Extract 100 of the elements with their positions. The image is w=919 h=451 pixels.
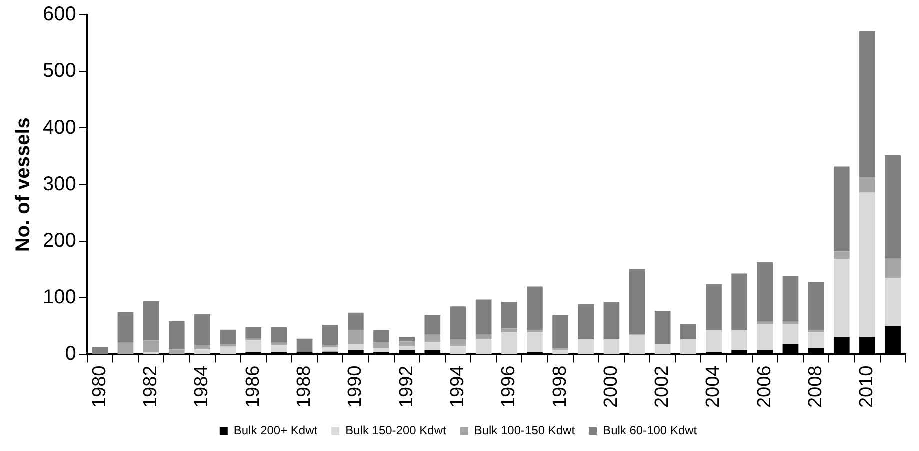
bar bbox=[450, 346, 466, 354]
x-tick-label: 2000 bbox=[600, 366, 622, 408]
bar bbox=[92, 347, 108, 354]
bar bbox=[860, 192, 876, 338]
bar bbox=[782, 324, 799, 344]
bar bbox=[834, 252, 850, 260]
bar bbox=[501, 328, 518, 333]
x-tick-label: 1992 bbox=[396, 366, 418, 408]
x-tick-label: 2002 bbox=[652, 366, 674, 408]
y-tick-label: 200 bbox=[42, 230, 76, 252]
x-tick-label: 1996 bbox=[498, 366, 520, 408]
bar bbox=[885, 278, 901, 326]
x-tick-label: 1986 bbox=[242, 366, 264, 408]
bar bbox=[629, 334, 646, 354]
bar bbox=[246, 328, 262, 339]
bar bbox=[782, 276, 799, 322]
bar bbox=[629, 269, 646, 335]
bar bbox=[168, 350, 185, 354]
bar bbox=[476, 334, 492, 340]
y-axis-title: No. of vessels bbox=[12, 118, 35, 252]
x-tick-label: 2006 bbox=[754, 366, 776, 408]
bar bbox=[732, 274, 748, 330]
bar bbox=[885, 258, 901, 278]
bar bbox=[424, 342, 441, 350]
bar bbox=[706, 330, 722, 352]
bar bbox=[527, 286, 543, 330]
x-tick-label: 1982 bbox=[140, 366, 162, 408]
bar bbox=[399, 342, 416, 346]
x-tick-label: 1990 bbox=[345, 366, 366, 408]
bar bbox=[348, 312, 364, 330]
bar bbox=[860, 31, 876, 177]
x-tick-label: 1988 bbox=[294, 366, 316, 408]
bar bbox=[552, 315, 568, 348]
bar bbox=[757, 324, 774, 350]
y-tick-label: 600 bbox=[42, 4, 76, 26]
bar bbox=[654, 344, 671, 354]
bar bbox=[194, 350, 210, 354]
bar bbox=[143, 340, 160, 352]
x-tick-label: 2008 bbox=[806, 366, 827, 408]
bar bbox=[552, 350, 568, 354]
bar bbox=[246, 340, 262, 352]
bar bbox=[374, 330, 390, 342]
bar bbox=[399, 337, 416, 342]
y-tick-label: 0 bbox=[65, 343, 76, 366]
bar bbox=[860, 176, 876, 193]
bar bbox=[118, 312, 134, 343]
bar bbox=[604, 302, 620, 340]
bar bbox=[194, 345, 210, 350]
bar bbox=[834, 259, 850, 338]
bar bbox=[348, 330, 364, 344]
x-tick-label: 1994 bbox=[447, 365, 468, 408]
bar bbox=[706, 284, 722, 330]
bar bbox=[220, 330, 236, 344]
bar bbox=[757, 262, 774, 322]
bar bbox=[296, 338, 313, 352]
bar bbox=[527, 332, 543, 352]
bar bbox=[374, 342, 390, 348]
bar bbox=[476, 339, 492, 354]
x-tick-label: 2010 bbox=[856, 366, 878, 408]
bar bbox=[680, 339, 696, 354]
legend-label: Bulk 200+ Kdwt bbox=[234, 423, 318, 438]
legend-label: Bulk 150-200 Kdwt bbox=[346, 423, 447, 438]
bar bbox=[578, 304, 594, 340]
bar bbox=[399, 346, 416, 350]
bar bbox=[374, 348, 390, 352]
bar bbox=[808, 282, 824, 330]
bar bbox=[220, 344, 236, 347]
bar bbox=[118, 342, 134, 354]
bar bbox=[322, 325, 338, 346]
y-tick-label: 300 bbox=[42, 173, 76, 196]
x-tick-label: 1984 bbox=[192, 365, 213, 408]
x-tick-label: 1998 bbox=[550, 366, 571, 408]
bar bbox=[424, 334, 441, 342]
bar bbox=[143, 302, 160, 341]
bar bbox=[732, 330, 748, 350]
bar bbox=[271, 328, 288, 343]
bar bbox=[348, 344, 364, 350]
bar bbox=[808, 332, 824, 348]
bar bbox=[885, 155, 901, 258]
legend-label: Bulk 100-150 Kdwt bbox=[474, 423, 576, 438]
y-tick-label: 400 bbox=[42, 116, 76, 139]
y-tick-label: 100 bbox=[42, 286, 76, 309]
y-tick-label: 500 bbox=[42, 60, 76, 82]
x-tick-label: 1980 bbox=[89, 366, 110, 408]
bar bbox=[194, 314, 210, 346]
bar bbox=[501, 302, 518, 329]
bar bbox=[680, 324, 696, 340]
bar bbox=[322, 347, 338, 352]
bar bbox=[450, 339, 466, 346]
bar bbox=[450, 306, 466, 340]
bar bbox=[476, 300, 492, 335]
bar bbox=[604, 339, 620, 354]
bar bbox=[654, 311, 671, 344]
bar bbox=[834, 166, 850, 252]
bar bbox=[271, 345, 288, 352]
legend-label: Bulk 60-100 Kdwt bbox=[603, 423, 698, 438]
bar bbox=[424, 315, 441, 335]
bar bbox=[168, 321, 185, 350]
bar bbox=[501, 332, 518, 354]
x-tick-label: 2004 bbox=[703, 365, 724, 408]
